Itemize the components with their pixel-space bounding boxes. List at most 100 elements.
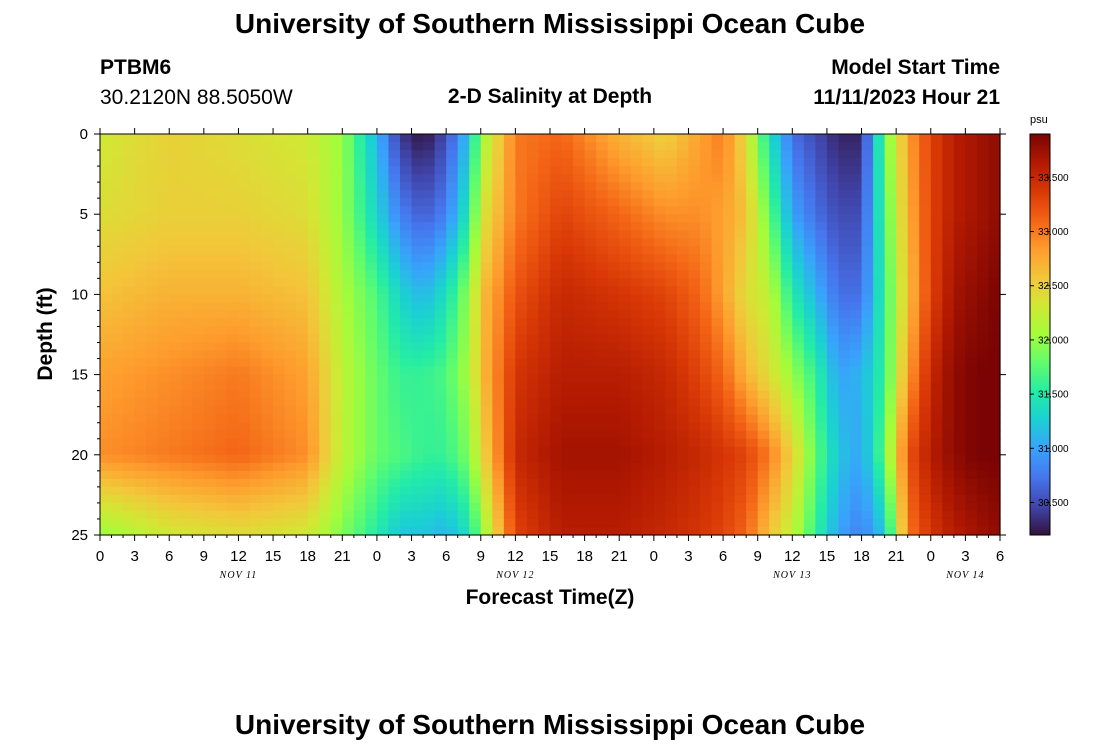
heatmap-cell: [873, 414, 886, 424]
heatmap-cell: [630, 262, 643, 271]
heatmap-cell: [376, 158, 390, 167]
heatmap-cell: [446, 206, 459, 215]
heatmap-cell: [423, 222, 436, 231]
heatmap-cell: [884, 270, 897, 279]
heatmap-cell: [226, 446, 240, 456]
heatmap-cell: [203, 262, 216, 271]
heatmap-cell: [376, 246, 390, 255]
heatmap-cell: [180, 254, 193, 263]
heatmap-cell: [976, 230, 990, 239]
heatmap-cell: [146, 254, 159, 263]
heatmap-cell: [653, 502, 666, 512]
heatmap-cell: [896, 430, 909, 440]
heatmap-cell: [826, 462, 840, 472]
heatmap-cell: [976, 502, 990, 512]
heatmap-cell: [780, 502, 793, 512]
heatmap-cell: [111, 222, 124, 231]
heatmap-cell: [642, 134, 655, 143]
heatmap-cell: [134, 206, 147, 215]
heatmap-cell: [400, 326, 413, 336]
heatmap-cell: [988, 366, 1001, 376]
heatmap-cell: [907, 422, 920, 432]
heatmap-cell: [123, 366, 136, 376]
heatmap-cell: [134, 486, 147, 496]
heatmap-cell: [123, 302, 136, 312]
heatmap-cell: [619, 414, 632, 424]
heatmap-cell: [711, 198, 724, 207]
heatmap-cell: [850, 206, 863, 215]
heatmap-cell: [976, 262, 990, 271]
heatmap-cell: [642, 158, 655, 167]
heatmap-cell: [734, 374, 747, 384]
heatmap-cell: [423, 286, 436, 295]
heatmap-cell: [492, 174, 505, 183]
heatmap-cell: [792, 198, 805, 207]
heatmap-cell: [688, 358, 701, 368]
heatmap-cell: [411, 230, 424, 239]
heatmap-cell: [515, 446, 528, 456]
heatmap-cell: [203, 462, 216, 472]
heatmap-cell: [180, 470, 193, 480]
heatmap-cell: [746, 494, 759, 504]
heatmap-cell: [550, 430, 563, 440]
heatmap-cell: [607, 230, 620, 239]
heatmap-cell: [192, 326, 205, 336]
heatmap-cell: [503, 342, 516, 352]
heatmap-cell: [526, 494, 540, 504]
heatmap-cell: [111, 518, 124, 528]
heatmap-cell: [803, 294, 816, 304]
heatmap-cell: [792, 166, 805, 175]
heatmap-cell: [607, 478, 620, 488]
heatmap-cell: [296, 382, 309, 392]
heatmap-cell: [203, 230, 216, 239]
heatmap-cell: [723, 454, 736, 464]
heatmap-cell: [550, 142, 563, 151]
heatmap-cell: [550, 230, 563, 239]
heatmap-cell: [446, 478, 459, 488]
heatmap-cell: [526, 246, 540, 255]
heatmap-cell: [538, 478, 551, 488]
heatmap-cell: [596, 406, 609, 416]
heatmap-cell: [261, 462, 274, 472]
heatmap-cell: [873, 222, 886, 231]
heatmap-cell: [676, 462, 690, 472]
heatmap-cell: [884, 462, 897, 472]
heatmap-cell: [896, 278, 909, 287]
heatmap-cell: [134, 278, 147, 287]
heatmap-cell: [746, 446, 759, 456]
heatmap-cell: [896, 150, 909, 159]
heatmap-cell: [134, 494, 147, 504]
heatmap-cell: [526, 214, 540, 223]
heatmap-cell: [203, 350, 216, 360]
heatmap-cell: [792, 262, 805, 271]
heatmap-cell: [423, 150, 436, 159]
heatmap-cell: [411, 318, 424, 328]
heatmap-cell: [884, 438, 897, 448]
heatmap-cell: [192, 134, 205, 143]
heatmap-cell: [284, 334, 297, 344]
heatmap-cell: [400, 382, 413, 392]
heatmap-cell: [815, 422, 828, 432]
heatmap-cell: [653, 334, 666, 344]
heatmap-cell: [584, 430, 597, 440]
heatmap-cell: [988, 494, 1001, 504]
heatmap-cell: [503, 142, 516, 151]
heatmap-cell: [400, 470, 413, 480]
heatmap-cell: [919, 318, 932, 328]
heatmap-cell: [757, 166, 770, 175]
heatmap-cell: [273, 326, 286, 336]
heatmap-cell: [215, 486, 228, 496]
heatmap-cell: [457, 278, 470, 287]
heatmap-cell: [884, 166, 897, 175]
heatmap-cell: [538, 326, 551, 336]
heatmap-cell: [988, 222, 1001, 231]
heatmap-cell: [215, 166, 228, 175]
heatmap-cell: [953, 462, 966, 472]
heatmap-cell: [907, 150, 920, 159]
heatmap-cell: [226, 142, 240, 151]
heatmap-cell: [388, 398, 401, 408]
heatmap-cell: [146, 366, 159, 376]
heatmap-cell: [388, 230, 401, 239]
heatmap-cell: [434, 294, 447, 304]
heatmap-cell: [803, 414, 816, 424]
